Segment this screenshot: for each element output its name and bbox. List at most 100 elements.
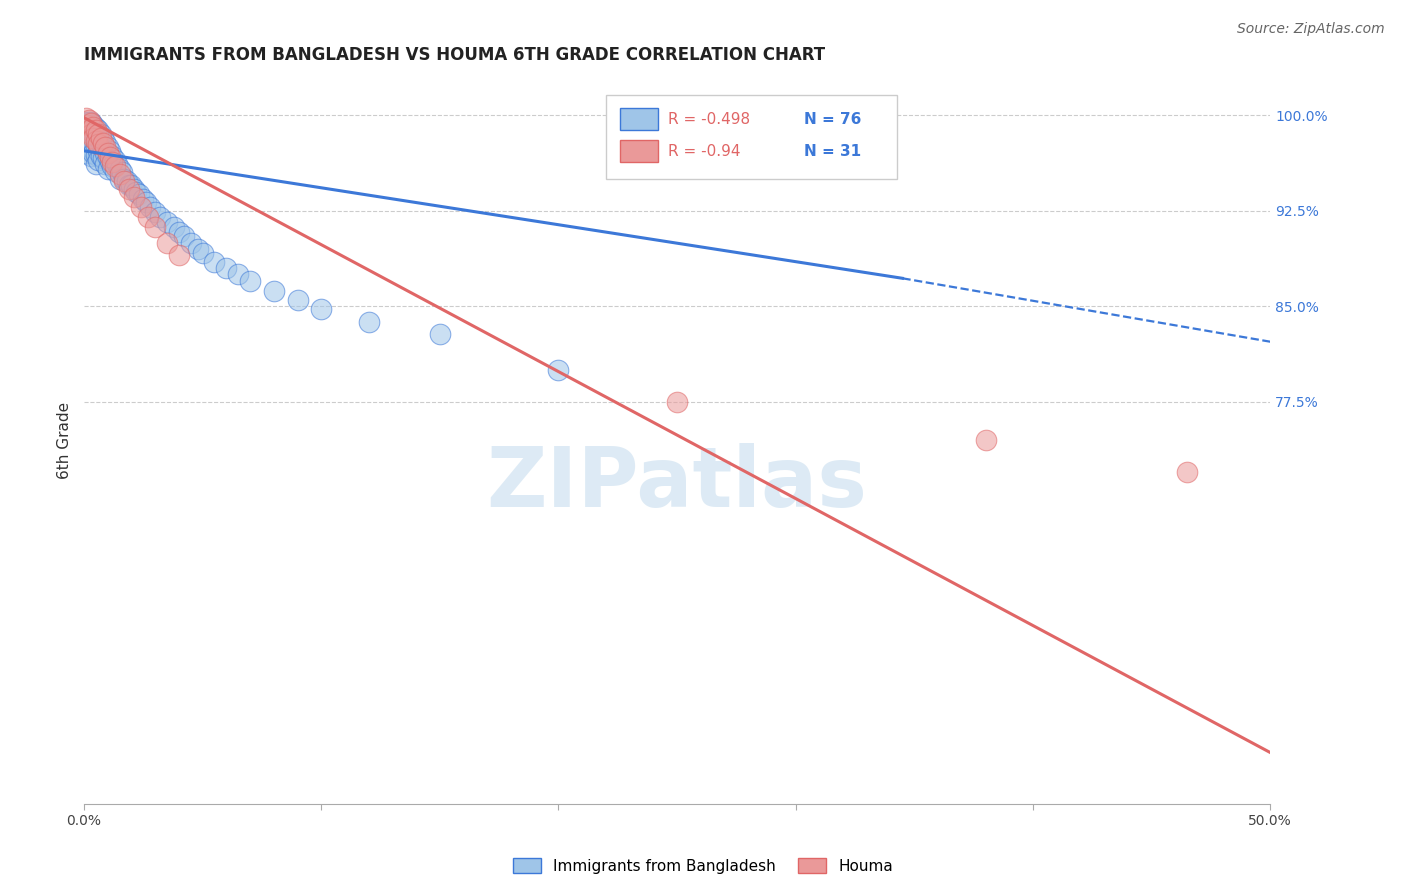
Point: [75, 119, 97, 133]
Point: [98, 150, 121, 164]
Point: [156, 215, 179, 229]
Bar: [606, 95, 897, 178]
Point: [139, 200, 162, 214]
Point: [108, 167, 131, 181]
Bar: [620, 108, 658, 130]
Point: [82, 146, 104, 161]
Point: [309, 301, 332, 316]
Point: [77, 140, 100, 154]
Point: [75, 146, 97, 161]
Point: [87, 128, 110, 142]
Point: [97, 150, 120, 164]
Point: [84, 120, 107, 135]
Point: [82, 119, 104, 133]
Point: [167, 248, 190, 262]
Point: [97, 146, 120, 161]
Point: [156, 235, 179, 250]
Point: [87, 153, 110, 167]
Text: N = 31: N = 31: [804, 144, 860, 159]
Point: [666, 395, 689, 409]
Text: R = -0.498: R = -0.498: [668, 112, 749, 127]
Point: [226, 268, 249, 282]
Point: [80, 123, 103, 137]
Point: [101, 149, 124, 163]
Point: [87, 123, 110, 137]
Point: [105, 156, 128, 170]
Point: [357, 315, 380, 329]
Point: [122, 182, 145, 196]
Text: R = -0.94: R = -0.94: [668, 144, 740, 159]
Point: [80, 140, 103, 154]
Point: [87, 134, 110, 148]
Point: [84, 138, 107, 153]
Point: [149, 210, 172, 224]
Point: [204, 254, 226, 268]
Point: [91, 136, 114, 151]
Point: [84, 129, 107, 144]
Point: [87, 137, 110, 152]
Point: [82, 131, 104, 145]
Point: [75, 134, 97, 148]
Point: [84, 134, 107, 148]
Point: [239, 274, 262, 288]
Point: [118, 178, 141, 193]
Point: [80, 116, 103, 130]
Point: [84, 123, 107, 137]
Point: [108, 161, 131, 176]
Point: [98, 154, 121, 169]
Point: [80, 114, 103, 128]
Bar: [620, 140, 658, 162]
Point: [90, 149, 112, 163]
Point: [129, 200, 152, 214]
Point: [75, 114, 97, 128]
Point: [82, 136, 104, 151]
Point: [163, 220, 186, 235]
Point: [94, 140, 117, 154]
Point: [80, 149, 103, 163]
Y-axis label: 6th Grade: 6th Grade: [58, 401, 72, 479]
Point: [101, 159, 124, 173]
Point: [136, 210, 159, 224]
Point: [215, 261, 238, 276]
Point: [77, 113, 100, 128]
Point: [98, 144, 121, 158]
Point: [120, 178, 142, 193]
Point: [91, 131, 114, 145]
Point: [87, 144, 110, 158]
Point: [82, 128, 104, 142]
Point: [125, 185, 148, 199]
Point: [77, 128, 100, 142]
Text: IMMIGRANTS FROM BANGLADESH VS HOUMA 6TH GRADE CORRELATION CHART: IMMIGRANTS FROM BANGLADESH VS HOUMA 6TH …: [84, 46, 825, 64]
Point: [167, 226, 190, 240]
Point: [84, 147, 107, 161]
Point: [112, 174, 135, 188]
Point: [143, 220, 166, 235]
Point: [173, 229, 195, 244]
Point: [90, 136, 112, 151]
Point: [90, 128, 112, 142]
Legend: Immigrants from Bangladesh, Houma: Immigrants from Bangladesh, Houma: [508, 852, 898, 880]
Text: Source: ZipAtlas.com: Source: ZipAtlas.com: [1237, 22, 1385, 37]
Point: [80, 128, 103, 142]
Point: [80, 131, 103, 145]
Point: [84, 156, 107, 170]
Point: [101, 155, 124, 169]
Point: [77, 114, 100, 128]
Point: [91, 152, 114, 166]
Text: ZIPatlas: ZIPatlas: [486, 443, 868, 524]
Point: [104, 164, 127, 178]
Point: [77, 120, 100, 135]
Point: [111, 165, 134, 179]
Point: [1175, 465, 1198, 479]
Point: [108, 172, 131, 186]
Point: [974, 434, 997, 448]
Point: [97, 140, 120, 154]
Point: [104, 159, 127, 173]
Point: [287, 293, 309, 307]
Point: [97, 161, 120, 176]
Point: [118, 182, 141, 196]
Point: [191, 245, 214, 260]
Point: [187, 242, 209, 256]
Point: [132, 192, 155, 206]
Point: [128, 187, 150, 202]
